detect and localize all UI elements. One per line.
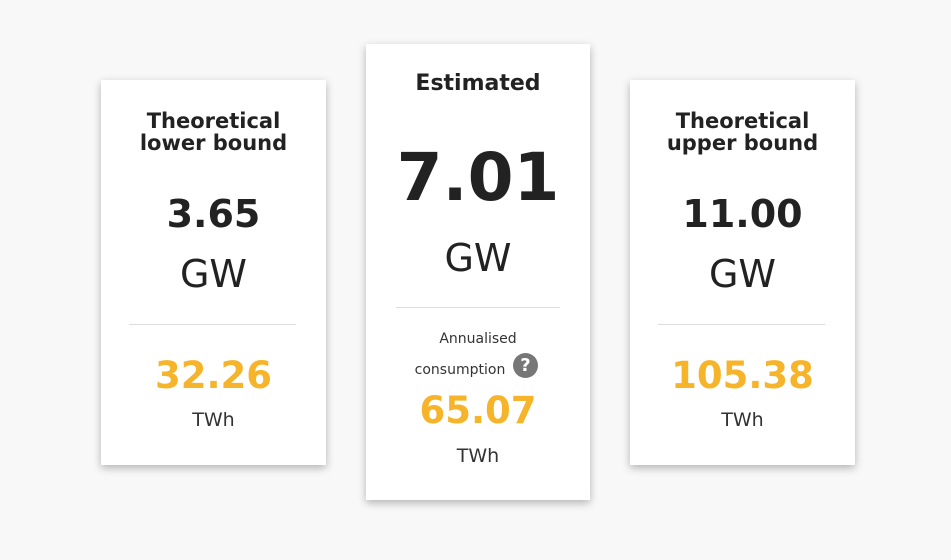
upper-bound-title: Theoretical upper bound — [630, 110, 855, 154]
upper-bound-energy-value: 105.38 — [671, 354, 814, 397]
upper-bound-divider — [658, 324, 825, 325]
annualised-label: Annualised — [439, 331, 517, 347]
upper-bound-title-line2: upper bound — [666, 131, 819, 155]
upper-bound-energy-unit: TWh — [721, 409, 764, 431]
estimated-power-value: 7.01 — [396, 139, 560, 216]
upper-bound-card: Theoretical upper bound 11.00 GW 105.38 … — [630, 80, 855, 465]
estimated-power-unit: GW — [444, 236, 512, 280]
lower-bound-energy-unit: TWh — [192, 409, 235, 431]
lower-bound-title-line1: Theoretical — [146, 109, 281, 133]
upper-bound-power-unit: GW — [708, 252, 777, 296]
upper-bound-power-value: 11.00 — [682, 192, 803, 236]
estimated-card: Estimated 7.01 GW Annualised consumption… — [366, 44, 590, 500]
lower-bound-power-value: 3.65 — [166, 192, 261, 236]
lower-bound-power-unit: GW — [179, 252, 248, 296]
lower-bound-title: Theoretical lower bound — [101, 110, 326, 154]
estimated-energy-unit: TWh — [456, 445, 500, 467]
estimated-title: Estimated — [415, 71, 541, 96]
help-icon[interactable]: ? — [513, 353, 538, 378]
consumption-label: consumption — [366, 361, 590, 379]
upper-bound-title-line1: Theoretical — [675, 109, 810, 133]
lower-bound-card: Theoretical lower bound 3.65 GW 32.26 TW… — [101, 80, 326, 465]
estimated-energy-value: 65.07 — [419, 389, 537, 432]
lower-bound-title-line2: lower bound — [139, 131, 288, 155]
estimated-divider — [396, 307, 560, 308]
lower-bound-energy-value: 32.26 — [154, 354, 273, 397]
lower-bound-divider — [129, 324, 296, 325]
consumption-label-text: consumption — [414, 362, 506, 378]
